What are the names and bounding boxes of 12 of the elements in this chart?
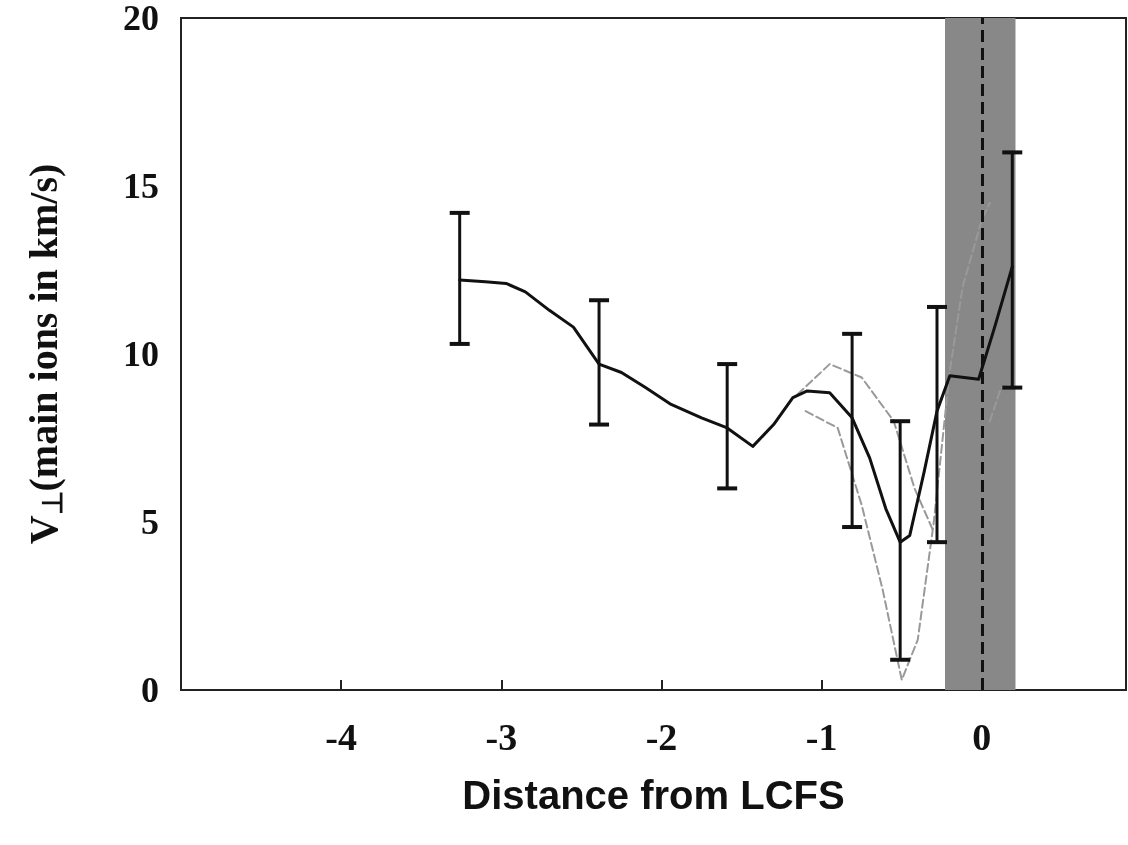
y-tick-label: 20	[123, 0, 159, 38]
x-tick-label: 0	[972, 716, 992, 758]
y-tick-label: 10	[123, 334, 159, 374]
y-tick-label: 0	[141, 670, 159, 710]
y-axis-title: V⊥(main ions in km/s)	[20, 163, 68, 545]
x-tick-label: -4	[325, 716, 357, 758]
x-axis-title: Distance from LCFS	[462, 773, 845, 817]
y-tick-label: 15	[123, 166, 159, 206]
x-tick-label: -2	[645, 716, 678, 758]
x-tick-label: -3	[485, 716, 518, 758]
x-tick-label: -1	[805, 716, 838, 758]
y-tick-label: 5	[141, 502, 159, 542]
